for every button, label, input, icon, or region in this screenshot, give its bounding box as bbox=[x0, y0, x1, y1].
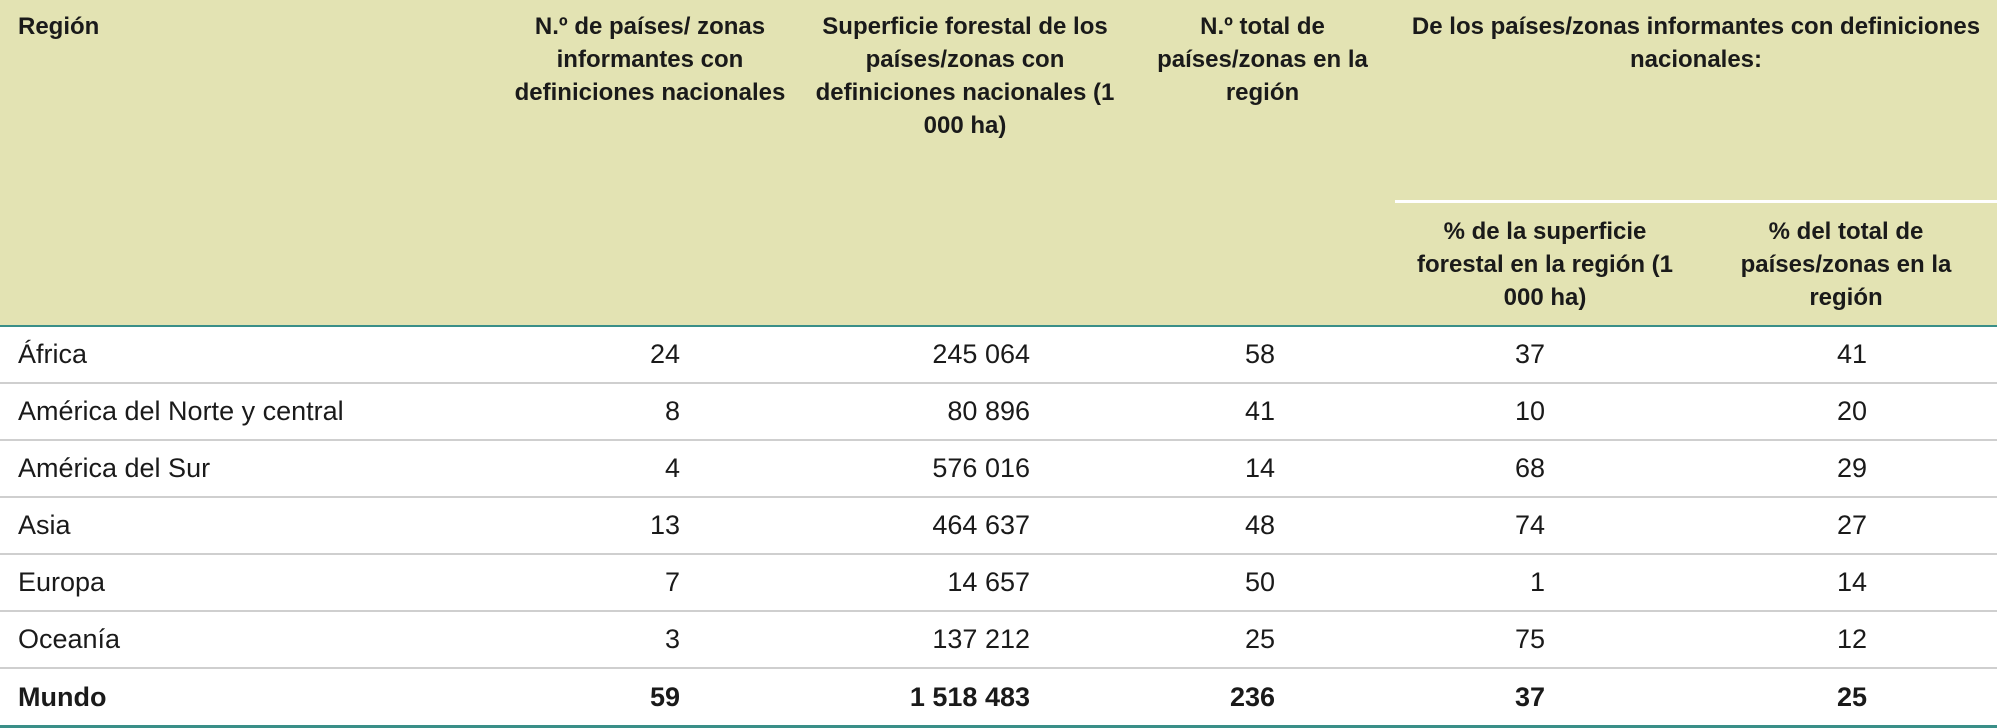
pct-countries-cell: 20 bbox=[1695, 383, 1997, 441]
pct-forest-area-cell: 1 bbox=[1395, 554, 1695, 612]
header-region: Región bbox=[0, 0, 500, 327]
total-region-cell: Mundo bbox=[0, 667, 500, 728]
pct-countries-cell: 14 bbox=[1695, 554, 1997, 612]
header-pct-countries: % del total de países/zonas en la región bbox=[1695, 201, 1997, 327]
total-forest-area-cell: 1 518 483 bbox=[800, 667, 1130, 728]
forest-area-cell: 464 637 bbox=[800, 497, 1130, 555]
reporting-countries-cell: 3 bbox=[500, 611, 800, 669]
total-countries-cell: 50 bbox=[1130, 554, 1395, 612]
forest-area-cell: 80 896 bbox=[800, 383, 1130, 441]
header-group: De los países/zonas informantes con defi… bbox=[1395, 0, 1997, 203]
total-row: Mundo 59 1 518 483 236 37 25 bbox=[0, 667, 1997, 728]
forest-area-cell: 576 016 bbox=[800, 440, 1130, 498]
table-row: América del Sur 4 576 016 14 68 29 bbox=[0, 440, 1997, 498]
reporting-countries-cell: 7 bbox=[500, 554, 800, 612]
forest-area-cell: 245 064 bbox=[800, 326, 1130, 384]
pct-forest-area-cell: 37 bbox=[1395, 326, 1695, 384]
pct-countries-cell: 12 bbox=[1695, 611, 1997, 669]
header-pct-forest-area: % de la superficie forestal en la región… bbox=[1395, 201, 1695, 327]
header-reporting-countries: N.º de países/ zonas informantes con def… bbox=[500, 0, 800, 327]
forest-area-cell: 14 657 bbox=[800, 554, 1130, 612]
total-reporting-countries-cell: 59 bbox=[500, 667, 800, 728]
pct-forest-area-cell: 68 bbox=[1395, 440, 1695, 498]
pct-forest-area-cell: 10 bbox=[1395, 383, 1695, 441]
forest-area-cell: 137 212 bbox=[800, 611, 1130, 669]
pct-forest-area-cell: 74 bbox=[1395, 497, 1695, 555]
reporting-countries-cell: 8 bbox=[500, 383, 800, 441]
total-countries-cell: 41 bbox=[1130, 383, 1395, 441]
reporting-countries-cell: 13 bbox=[500, 497, 800, 555]
pct-forest-area-cell: 75 bbox=[1395, 611, 1695, 669]
table-row: África 24 245 064 58 37 41 bbox=[0, 326, 1997, 384]
table-row: Europa 7 14 657 50 1 14 bbox=[0, 554, 1997, 612]
region-cell: Asia bbox=[0, 497, 500, 555]
pct-countries-cell: 29 bbox=[1695, 440, 1997, 498]
header-forest-area: Superficie forestal de los países/zonas … bbox=[800, 0, 1130, 327]
table-row: Oceanía 3 137 212 25 75 12 bbox=[0, 611, 1997, 669]
reporting-countries-cell: 24 bbox=[500, 326, 800, 384]
total-pct-countries-cell: 25 bbox=[1695, 667, 1997, 728]
reporting-countries-cell: 4 bbox=[500, 440, 800, 498]
total-total-countries-cell: 236 bbox=[1130, 667, 1395, 728]
pct-countries-cell: 41 bbox=[1695, 326, 1997, 384]
total-pct-forest-area-cell: 37 bbox=[1395, 667, 1695, 728]
total-countries-cell: 14 bbox=[1130, 440, 1395, 498]
total-countries-cell: 48 bbox=[1130, 497, 1395, 555]
table-row: América del Norte y central 8 80 896 41 … bbox=[0, 383, 1997, 441]
region-cell: América del Sur bbox=[0, 440, 500, 498]
region-cell: América del Norte y central bbox=[0, 383, 500, 441]
header-total-countries: N.º total de países/zonas en la región bbox=[1130, 0, 1395, 327]
region-cell: Europa bbox=[0, 554, 500, 612]
region-cell: Oceanía bbox=[0, 611, 500, 669]
total-countries-cell: 25 bbox=[1130, 611, 1395, 669]
region-cell: África bbox=[0, 326, 500, 384]
total-countries-cell: 58 bbox=[1130, 326, 1395, 384]
pct-countries-cell: 27 bbox=[1695, 497, 1997, 555]
table-row: Asia 13 464 637 48 74 27 bbox=[0, 497, 1997, 555]
